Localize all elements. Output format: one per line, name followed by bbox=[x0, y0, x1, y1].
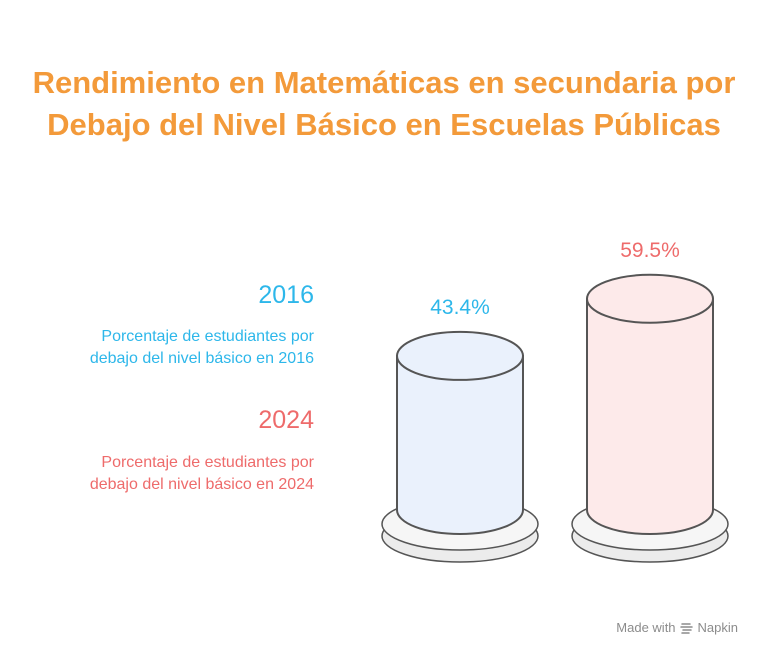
data-label-2016: 43.4% bbox=[430, 296, 490, 319]
napkin-logo-icon bbox=[679, 622, 693, 634]
bar-2016 bbox=[396, 354, 524, 535]
footer-brand: Napkin bbox=[697, 620, 738, 635]
legend-description-2016-line-2: debajo del nivel básico en 2016 bbox=[89, 350, 314, 367]
bar-top-2016 bbox=[396, 330, 524, 381]
legend-description-2024-line-2: debajo del nivel básico en 2024 bbox=[89, 476, 314, 493]
legend-description-2024: Porcentaje de estudiantes por debajo del… bbox=[14, 452, 314, 496]
chart-title-line-1: Rendimiento en Matemáticas en secundaria… bbox=[32, 65, 736, 100]
bar-top-2024 bbox=[586, 273, 714, 324]
bar-2024 bbox=[586, 297, 714, 535]
legend-label-2024: 2024 bbox=[258, 406, 314, 434]
chart-title: Rendimiento en Matemáticas en secundaria… bbox=[0, 62, 768, 146]
chart-title-line-2: Debajo del Nivel Básico en Escuelas Públ… bbox=[47, 107, 721, 142]
legend-label-2016: 2016 bbox=[258, 281, 314, 309]
legend-description-2024-line-1: Porcentaje de estudiantes por bbox=[101, 454, 314, 471]
footer-credit: Made with Napkin bbox=[616, 620, 738, 635]
data-label-2024: 59.5% bbox=[620, 239, 680, 262]
legend-description-2016: Porcentaje de estudiantes por debajo del… bbox=[14, 326, 314, 370]
footer-made-with: Made with bbox=[616, 620, 676, 635]
legend-description-2016-line-1: Porcentaje de estudiantes por bbox=[101, 328, 314, 345]
